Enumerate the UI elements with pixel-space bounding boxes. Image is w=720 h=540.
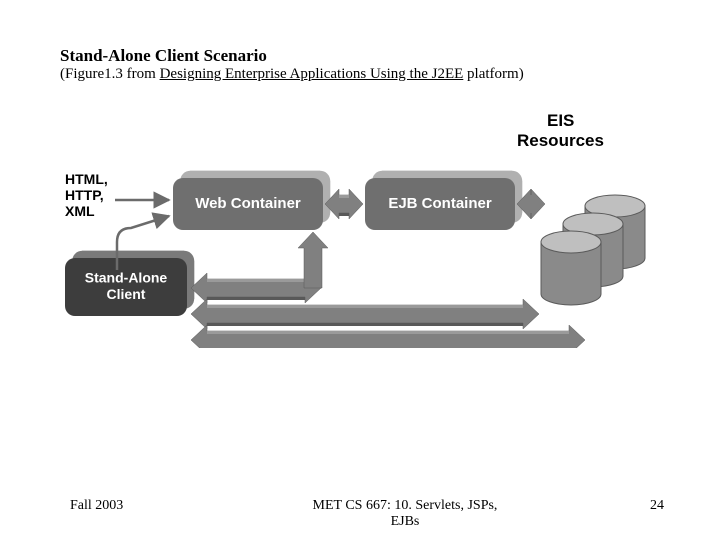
- fat-arrow-client_web: [191, 232, 328, 303]
- footer-right: 24: [650, 498, 664, 514]
- fat-arrow-client_ejb: [191, 299, 539, 329]
- node-label: Client: [107, 286, 146, 302]
- node-label: EJB Container: [388, 195, 492, 212]
- architecture-diagram: Web Container EJB Container Stand-AloneCli…: [45, 98, 685, 348]
- figure-caption: (Figure1.3 from Designing Enterprise App…: [60, 66, 524, 83]
- eis-cylinder: [541, 231, 601, 305]
- node-web: Web Container: [173, 171, 330, 230]
- fat-arrow-web_right: [325, 189, 363, 219]
- caption-link: Designing Enterprise Applications Using …: [160, 66, 464, 82]
- footer-center-l1: MET CS 667: 10. Servlets, JSPs,: [313, 498, 498, 513]
- fat-arrow-client_eis: [191, 325, 585, 348]
- footer-left: Fall 2003: [70, 498, 123, 514]
- node-ejb: EJB Container: [365, 171, 522, 230]
- node-label: Web Container: [195, 195, 301, 212]
- side-label: EIS: [547, 111, 574, 130]
- page-title: Stand-Alone Client Scenario: [60, 46, 267, 66]
- caption-prefix: (Figure1.3 from: [60, 66, 160, 82]
- caption-suffix: platform): [463, 66, 523, 82]
- footer-center-l2: EJBs: [391, 514, 420, 529]
- node-label: Stand-Alone: [85, 269, 168, 285]
- node-client: Stand-AloneClient: [65, 251, 194, 316]
- side-label: XML: [65, 203, 95, 219]
- side-label: HTTP,: [65, 187, 104, 203]
- side-label: HTML,: [65, 171, 108, 187]
- side-label: Resources: [517, 131, 604, 150]
- footer-center: MET CS 667: 10. Servlets, JSPs, EJBs: [255, 498, 555, 530]
